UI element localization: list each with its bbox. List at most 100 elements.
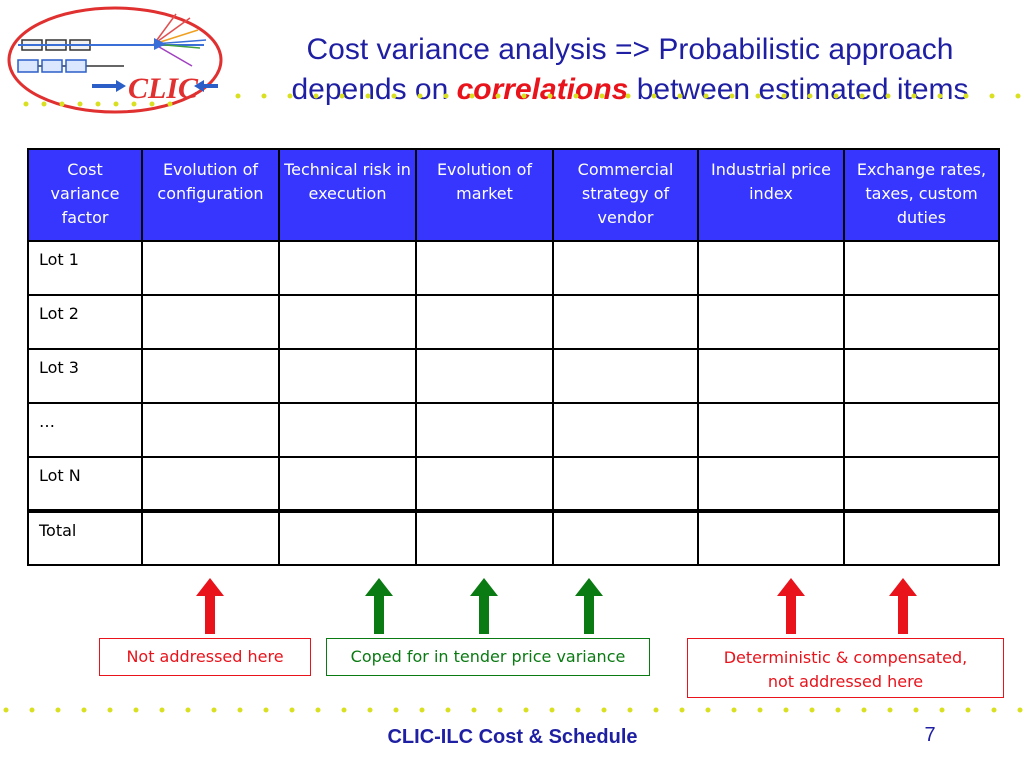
table-cell bbox=[141, 456, 280, 512]
table-cell bbox=[415, 240, 554, 296]
decor-dot bbox=[289, 707, 295, 713]
decor-dot bbox=[913, 707, 919, 713]
decor-dot bbox=[81, 707, 87, 713]
table-cell bbox=[415, 294, 554, 350]
title-highlight: correlations bbox=[456, 73, 629, 106]
decor-dot bbox=[133, 707, 139, 713]
decor-dot bbox=[339, 93, 345, 99]
table-row: Lot 3 bbox=[27, 348, 1000, 404]
decor-dot bbox=[705, 707, 711, 713]
table-row: … bbox=[27, 402, 1000, 458]
decor-dot bbox=[419, 707, 425, 713]
footer-dots-decoration bbox=[3, 707, 1023, 713]
table-cell bbox=[552, 456, 699, 512]
cost-variance-table: Cost variance factor Evolution of config… bbox=[27, 148, 1000, 566]
row-label: Lot 1 bbox=[27, 240, 143, 296]
decor-dot bbox=[469, 93, 475, 99]
decor-dot bbox=[315, 707, 321, 713]
header-evolution-configuration: Evolution of configuration bbox=[141, 148, 280, 242]
decor-dot bbox=[391, 93, 397, 99]
decor-dot bbox=[835, 707, 841, 713]
decor-dot bbox=[781, 93, 787, 99]
decor-dot bbox=[939, 707, 945, 713]
slide-title: Cost variance analysis => Probabilistic … bbox=[240, 30, 1020, 110]
decor-dot bbox=[287, 93, 293, 99]
decor-dot bbox=[211, 707, 217, 713]
table-cell bbox=[141, 240, 280, 296]
decor-dot bbox=[159, 707, 165, 713]
table-cell bbox=[415, 456, 554, 512]
decor-dot bbox=[573, 93, 579, 99]
decor-dot bbox=[679, 707, 685, 713]
decor-dot bbox=[497, 707, 503, 713]
red-arrow-up-icon bbox=[777, 578, 805, 634]
table-row: Lot 1 bbox=[27, 240, 1000, 296]
footer-text: CLIC-ILC Cost & Schedule bbox=[387, 726, 638, 748]
decor-dot bbox=[991, 707, 997, 713]
table-cell bbox=[552, 294, 699, 350]
table-cell bbox=[141, 509, 280, 566]
logo-text: CLIC bbox=[128, 72, 199, 105]
decor-dot bbox=[417, 93, 423, 99]
decor-dot bbox=[237, 707, 243, 713]
decor-dot bbox=[365, 93, 371, 99]
decor-dot bbox=[809, 707, 815, 713]
table-cell bbox=[697, 402, 845, 458]
decor-dot bbox=[471, 707, 477, 713]
table-cell bbox=[697, 294, 845, 350]
table-cell bbox=[552, 240, 699, 296]
green-arrow-up-icon bbox=[365, 578, 393, 634]
row-label: … bbox=[27, 402, 143, 458]
decor-dot bbox=[677, 93, 683, 99]
clic-logo: CLIC bbox=[7, 6, 223, 114]
decor-dot bbox=[495, 93, 501, 99]
decor-dot bbox=[703, 93, 709, 99]
decor-dot bbox=[601, 707, 607, 713]
decor-dot bbox=[757, 707, 763, 713]
table-cell bbox=[415, 402, 554, 458]
decor-dot bbox=[107, 707, 113, 713]
decor-dot bbox=[861, 707, 867, 713]
header-commercial-strategy: Commercial strategy of vendor bbox=[552, 148, 699, 242]
table-cell bbox=[552, 509, 699, 566]
decor-dot bbox=[575, 707, 581, 713]
header-evolution-market: Evolution of market bbox=[415, 148, 554, 242]
table-cell bbox=[697, 456, 845, 512]
decor-dot bbox=[185, 707, 191, 713]
table-cell bbox=[843, 456, 1000, 512]
decor-dot bbox=[367, 707, 373, 713]
decor-dot bbox=[263, 707, 269, 713]
table-cell bbox=[278, 456, 417, 512]
header-exchange-rates: Exchange rates, taxes, custom duties bbox=[843, 148, 1000, 242]
table-cell bbox=[843, 402, 1000, 458]
decor-dot bbox=[235, 93, 241, 99]
deterministic-line-2: not addressed here bbox=[767, 672, 924, 691]
table-row: Lot 2 bbox=[27, 294, 1000, 350]
row-label: Lot 3 bbox=[27, 348, 143, 404]
decor-dot bbox=[549, 707, 555, 713]
decor-dot bbox=[1017, 707, 1023, 713]
red-arrow-up-icon bbox=[196, 578, 224, 634]
table-cell bbox=[141, 294, 280, 350]
decor-dot bbox=[521, 93, 527, 99]
decor-dot bbox=[989, 93, 995, 99]
decor-dot bbox=[885, 93, 891, 99]
table-row: Lot N bbox=[27, 456, 1000, 512]
decor-dot bbox=[625, 93, 631, 99]
table-total-row: Total bbox=[27, 509, 1000, 566]
title-line-2-post: between estimated items bbox=[628, 73, 969, 106]
table-cell bbox=[278, 348, 417, 404]
decor-dot bbox=[729, 93, 735, 99]
decor-dot bbox=[523, 707, 529, 713]
table-cell bbox=[697, 348, 845, 404]
decor-dot bbox=[3, 707, 9, 713]
table-cell bbox=[843, 294, 1000, 350]
table-cell bbox=[843, 509, 1000, 566]
decor-dot bbox=[547, 93, 553, 99]
decor-dot bbox=[965, 707, 971, 713]
title-line-2-pre: depends on bbox=[291, 73, 457, 106]
table-cell bbox=[552, 348, 699, 404]
table-cell bbox=[278, 240, 417, 296]
page-number: 7 bbox=[924, 724, 936, 746]
deterministic-line-1: Deterministic & compensated, bbox=[723, 648, 968, 667]
